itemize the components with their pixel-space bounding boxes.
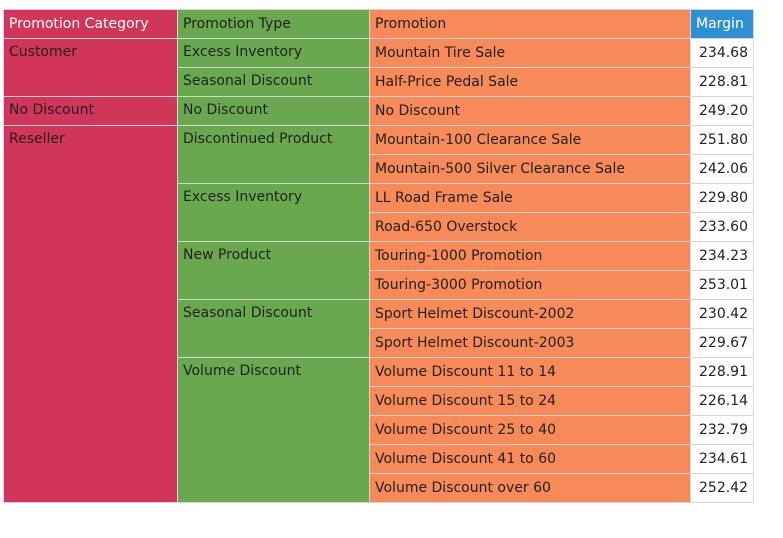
promotion-cell[interactable]: Volume Discount 41 to 60: [369, 444, 691, 474]
header-promotion[interactable]: Promotion: [369, 9, 691, 39]
margin-cell[interactable]: 234.23: [690, 241, 754, 271]
table-row: Road-650 Overstock 233.60: [4, 212, 754, 242]
table-row: Volume Discount Volume Discount 11 to 14 2…: [4, 357, 754, 503]
margin-cell[interactable]: 226.14: [690, 386, 754, 416]
table-row: Sport Helmet Discount-2003 229.67: [4, 328, 754, 358]
table-row: Excess Inventory LL Road Frame Sale 229.80: [4, 183, 754, 242]
category-cell[interactable]: Reseller: [3, 125, 178, 503]
promotion-type-cell[interactable]: No Discount: [177, 96, 370, 126]
table-row: Customer Excess Inventory Mountain Tire Sa…: [3, 38, 754, 97]
promotion-cell[interactable]: Half-Price Pedal Sale: [369, 67, 691, 97]
promotion-cell[interactable]: Sport Helmet Discount-2003: [369, 328, 691, 358]
promotion-matrix: Promotion Category Promotion Type Promot…: [3, 9, 754, 503]
promotion-type-cell[interactable]: Discontinued Product: [177, 125, 370, 184]
margin-cell[interactable]: 242.06: [690, 154, 754, 184]
promotion-cell[interactable]: Mountain-500 Silver Clearance Sale: [369, 154, 691, 184]
margin-cell[interactable]: 229.80: [690, 183, 754, 213]
header-promotion-type[interactable]: Promotion Type: [177, 9, 370, 39]
promotion-type-cell[interactable]: Seasonal Discount: [177, 299, 370, 358]
category-cell[interactable]: Customer: [3, 38, 178, 97]
promotion-type-cell[interactable]: Excess Inventory: [177, 38, 370, 68]
table-row: New Product Touring-1000 Promotion 234.23: [4, 241, 754, 300]
promotion-cell[interactable]: Volume Discount 11 to 14: [369, 357, 691, 387]
margin-cell[interactable]: 252.42: [690, 473, 754, 503]
margin-cell[interactable]: 232.79: [690, 415, 754, 445]
table-row: Touring-3000 Promotion 253.01: [4, 270, 754, 300]
promotion-cell[interactable]: Touring-3000 Promotion: [369, 270, 691, 300]
table-row: No Discount No Discount No Discount 249.20: [3, 96, 754, 126]
promotion-cell[interactable]: Mountain Tire Sale: [369, 38, 691, 68]
margin-cell[interactable]: 229.67: [690, 328, 754, 358]
promotion-type-cell[interactable]: Excess Inventory: [177, 183, 370, 242]
promotion-cell[interactable]: Volume Discount 25 to 40: [369, 415, 691, 445]
margin-cell[interactable]: 234.68: [690, 38, 754, 68]
table-row: Volume Discount 25 to 40 232.79: [4, 415, 754, 445]
margin-cell[interactable]: 249.20: [690, 96, 754, 126]
header-row: Promotion Category Promotion Type Promot…: [3, 9, 754, 39]
promotion-cell[interactable]: Volume Discount over 60: [369, 473, 691, 503]
table-row: Volume Discount over 60 252.42: [4, 473, 754, 503]
promotion-cell[interactable]: Touring-1000 Promotion: [369, 241, 691, 271]
promotion-cell[interactable]: No Discount: [369, 96, 691, 126]
margin-cell[interactable]: 233.60: [690, 212, 754, 242]
promotion-cell[interactable]: LL Road Frame Sale: [369, 183, 691, 213]
margin-cell[interactable]: 230.42: [690, 299, 754, 329]
promotion-type-cell[interactable]: Volume Discount: [177, 357, 370, 503]
margin-cell[interactable]: 228.91: [690, 357, 754, 387]
margin-cell[interactable]: 228.81: [690, 67, 754, 97]
table-row: Mountain-500 Silver Clearance Sale 242.06: [4, 154, 754, 184]
table-row: Reseller Discontinued Product Mountain-100…: [3, 125, 754, 503]
promotion-type-cell[interactable]: Seasonal Discount: [177, 67, 370, 97]
header-promotion-category[interactable]: Promotion Category: [3, 9, 178, 39]
margin-cell[interactable]: 251.80: [690, 125, 754, 155]
category-cell[interactable]: No Discount: [3, 96, 178, 126]
margin-cell[interactable]: 253.01: [690, 270, 754, 300]
table-row: Volume Discount 15 to 24 226.14: [4, 386, 754, 416]
promotion-type-cell[interactable]: New Product: [177, 241, 370, 300]
header-margin[interactable]: Margin: [690, 9, 754, 39]
margin-cell[interactable]: 234.61: [690, 444, 754, 474]
promotion-cell[interactable]: Road-650 Overstock: [369, 212, 691, 242]
promotion-cell[interactable]: Sport Helmet Discount-2002: [369, 299, 691, 329]
matrix-body: Customer Excess Inventory Mountain Tire Sa…: [3, 38, 754, 503]
promotion-cell[interactable]: Volume Discount 15 to 24: [369, 386, 691, 416]
table-row: Seasonal Discount Half-Price Pedal Sale 22…: [4, 67, 754, 97]
promotion-cell[interactable]: Mountain-100 Clearance Sale: [369, 125, 691, 155]
